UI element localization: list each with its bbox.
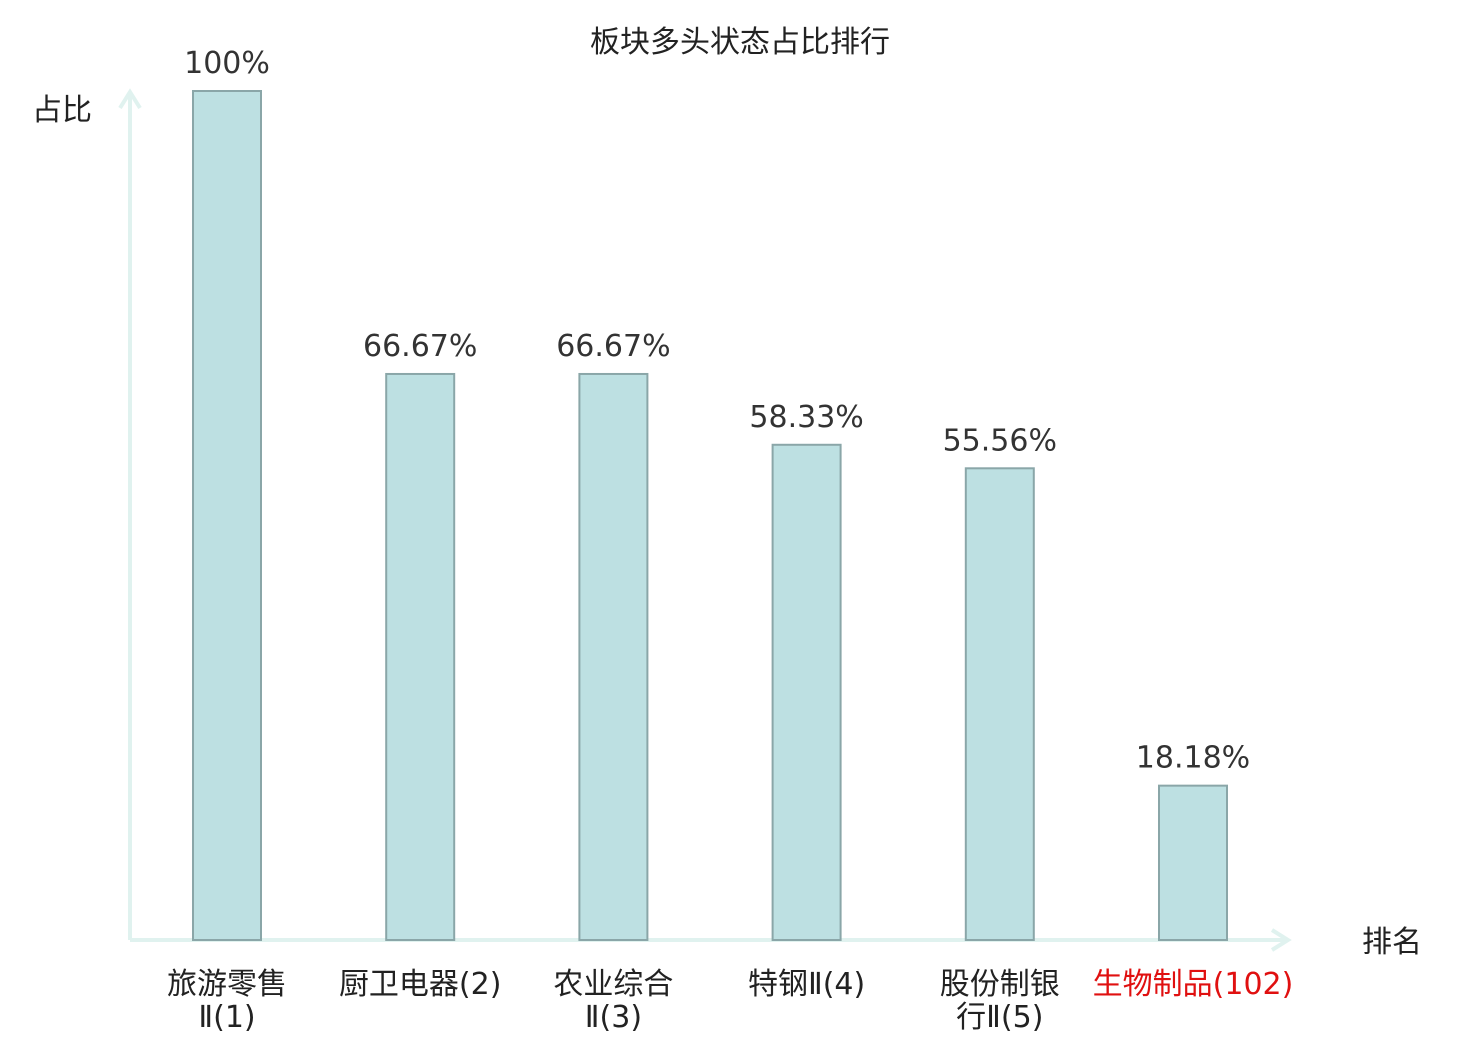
category-label-4: 特钢Ⅱ(4) xyxy=(748,967,865,1002)
category-label-line: 股份制银 xyxy=(940,967,1060,1002)
category-label-line: 行Ⅱ(5) xyxy=(956,1000,1043,1035)
bar-1 xyxy=(192,90,262,941)
y-axis-label: 占比 xyxy=(32,93,92,128)
value-label-2: 66.67% xyxy=(363,329,477,364)
category-label-line: 特钢Ⅱ(4) xyxy=(748,967,865,1002)
value-label-3: 66.67% xyxy=(556,329,670,364)
bar-5 xyxy=(964,467,1035,941)
category-label-5: 股份制银行Ⅱ(5) xyxy=(940,967,1060,1035)
category-label-line: Ⅱ(1) xyxy=(198,1000,255,1035)
axes xyxy=(118,88,1292,952)
category-label-line: 生物制品(102) xyxy=(1093,967,1294,1002)
bar-4 xyxy=(771,443,842,941)
category-label-line: 农业综合 xyxy=(553,967,673,1002)
bar-3 xyxy=(578,372,649,942)
category-label-3: 农业综合 Ⅱ(3) xyxy=(553,967,673,1035)
value-label-1: 100% xyxy=(184,46,270,81)
x-axis-label: 排名 xyxy=(1362,925,1422,960)
category-label-1: 旅游零售 Ⅱ(1) xyxy=(167,967,287,1035)
value-label-5: 55.56% xyxy=(943,423,1057,458)
value-labels-group: 100% 66.67% 66.67% 58.33% 55.56% 18.18% xyxy=(184,46,1250,776)
bar-6 xyxy=(1158,784,1228,941)
category-label-line: 旅游零售 xyxy=(167,967,287,1002)
value-label-6: 18.18% xyxy=(1136,741,1250,776)
chart-title: 板块多头状态占比排行 xyxy=(590,25,890,60)
category-labels-group: 旅游零售 Ⅱ(1) 厨卫电器(2) 农业综合 Ⅱ(3) 特钢Ⅱ(4) 股份制银行Ⅱ(5) 生物… xyxy=(167,967,1293,1035)
category-label-line: Ⅱ(3) xyxy=(585,1000,642,1035)
value-label-4: 58.33% xyxy=(749,400,863,435)
x-axis-arrow xyxy=(1270,928,1292,952)
category-label-6: 生物制品(102) xyxy=(1093,967,1294,1002)
bar-2 xyxy=(385,372,456,942)
y-axis-arrow xyxy=(118,88,142,110)
category-label-line: 厨卫电器(2) xyxy=(339,967,502,1002)
bars-group xyxy=(192,90,1228,942)
category-label-2: 厨卫电器(2) xyxy=(339,967,502,1002)
